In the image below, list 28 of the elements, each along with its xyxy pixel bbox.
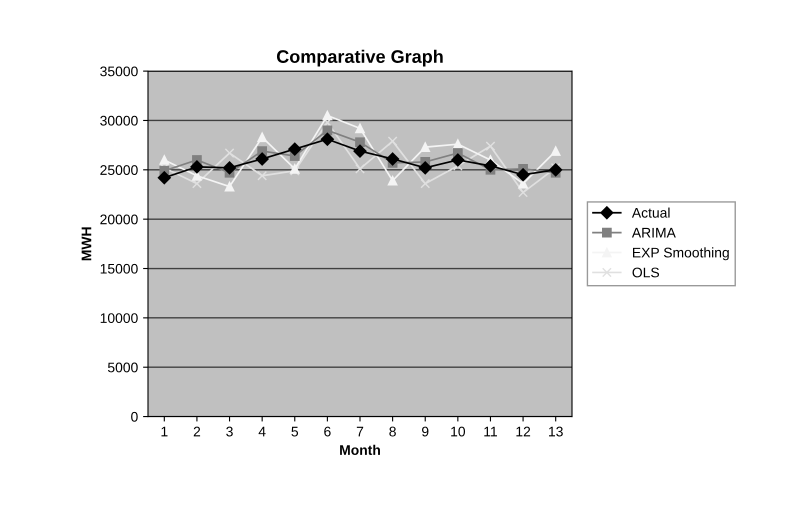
y-tick-label: 15000	[100, 264, 138, 274]
y-tick-label: 0	[131, 412, 138, 422]
x-tick-label: 7	[356, 426, 364, 436]
legend-label: EXP Smoothing	[633, 247, 729, 260]
legend-label: Actual	[632, 208, 670, 218]
y-axis-title: MWH	[82, 227, 92, 260]
x-tick-label: 9	[422, 426, 428, 436]
chart-title: Comparative Graph	[276, 50, 443, 67]
y-tick-label: 30000	[100, 116, 138, 126]
y-tick-label: 5000	[108, 362, 138, 372]
x-tick-label: 11	[484, 426, 497, 436]
x-tick-label: 4	[258, 426, 266, 436]
x-axis-title: Month	[340, 444, 380, 455]
x-tick-label: 6	[324, 426, 331, 436]
y-tick-label: 20000	[100, 214, 138, 224]
x-tick-label: 10	[451, 426, 466, 436]
y-tick-label: 10000	[100, 313, 138, 324]
x-tick-label: 12	[516, 426, 530, 436]
x-tick-label: 8	[389, 426, 396, 436]
y-tick-label: 25000	[100, 165, 138, 175]
y-tick-label: 35000	[100, 66, 138, 76]
x-tick-label: 13	[549, 426, 563, 436]
x-tick-label: 1	[162, 426, 168, 436]
x-tick-label: 3	[226, 426, 233, 436]
x-tick-label: 2	[194, 426, 200, 436]
legend-label: OLS	[632, 268, 660, 278]
legend-label: ARIMA	[632, 228, 676, 238]
x-tick-label: 5	[291, 426, 298, 436]
